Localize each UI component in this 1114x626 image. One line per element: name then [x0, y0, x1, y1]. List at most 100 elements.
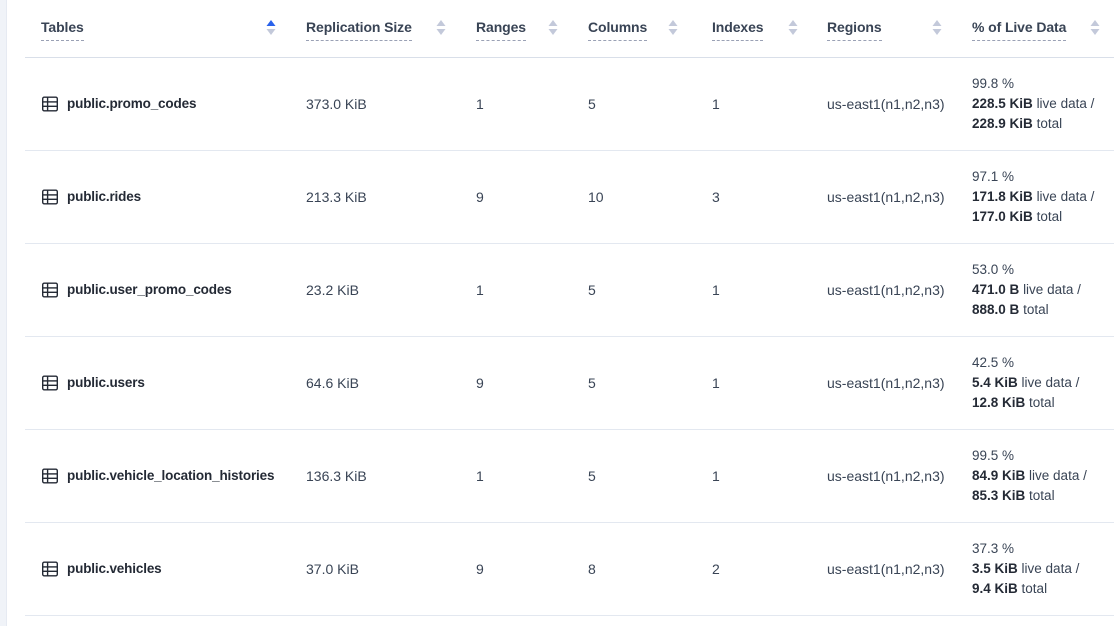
table-row[interactable]: public.vehicle_location_histories 136.3 … — [25, 429, 1114, 523]
table-grid-icon — [41, 374, 59, 392]
sort-arrows-icon[interactable] — [932, 19, 942, 41]
total-size-line: 12.8 KiB total — [972, 394, 1055, 410]
table-name-link[interactable]: public.users — [67, 375, 145, 390]
indexes-cell: 1 — [692, 429, 812, 523]
regions-cell: us-east1(n1,n2,n3) — [812, 57, 956, 151]
live-data-cell: 97.1 % 171.8 KiB live data / 177.0 KiB t… — [956, 150, 1114, 244]
column-header-indexes[interactable]: Indexes — [692, 10, 812, 58]
table-name-cell: public.user_promo_codes — [25, 243, 290, 337]
column-header-ranges[interactable]: Ranges — [460, 10, 572, 58]
columns-cell: 10 — [572, 150, 692, 244]
live-data-size-line: 5.4 KiB live data / — [972, 374, 1080, 390]
replication-size-cell: 64.6 KiB — [290, 336, 460, 430]
table-row[interactable]: public.user_promo_codes 23.2 KiB 1 5 1 u… — [25, 243, 1114, 337]
table-name-link[interactable]: public.rides — [67, 189, 141, 204]
replication-size-cell: 136.3 KiB — [290, 429, 460, 523]
live-data-cell: 99.5 % 84.9 KiB live data / 85.3 KiB tot… — [956, 429, 1114, 523]
table-row[interactable]: public.users 64.6 KiB 9 5 1 us-east1(n1,… — [25, 336, 1114, 430]
live-data-size-line: 84.9 KiB live data / — [972, 467, 1087, 483]
live-data-cell: 99.8 % 228.5 KiB live data / 228.9 KiB t… — [956, 57, 1114, 151]
indexes-cell: 1 — [692, 57, 812, 151]
table-grid-icon — [41, 560, 59, 578]
live-data-size-line: 3.5 KiB live data / — [972, 560, 1080, 576]
indexes-cell: 1 — [692, 336, 812, 430]
replication-size-cell: 213.3 KiB — [290, 150, 460, 244]
replication-size-cell: 37.0 KiB — [290, 522, 460, 616]
regions-cell: us-east1(n1,n2,n3) — [812, 150, 956, 244]
total-size-line: 177.0 KiB total — [972, 208, 1063, 224]
column-header-tables[interactable]: Tables — [25, 10, 290, 58]
ranges-cell: 1 — [460, 429, 572, 523]
columns-cell: 5 — [572, 57, 692, 151]
sort-arrows-icon[interactable] — [266, 19, 276, 41]
ranges-cell: 9 — [460, 150, 572, 244]
replication-size-cell: 373.0 KiB — [290, 57, 460, 151]
table-grid-icon — [41, 467, 59, 485]
table-name-link[interactable]: public.promo_codes — [67, 96, 197, 111]
sort-arrows-icon[interactable] — [548, 19, 558, 41]
indexes-cell: 2 — [692, 522, 812, 616]
table-header: Tables Replication Size Ranges — [25, 10, 1114, 58]
column-header-label: Regions — [827, 19, 882, 42]
table-row[interactable]: public.rides 213.3 KiB 9 10 3 us-east1(n… — [25, 150, 1114, 244]
live-data-cell: 37.3 % 3.5 KiB live data / 9.4 KiB total — [956, 522, 1114, 616]
regions-cell: us-east1(n1,n2,n3) — [812, 243, 956, 337]
regions-cell: us-east1(n1,n2,n3) — [812, 522, 956, 616]
column-header-regions[interactable]: Regions — [812, 10, 956, 58]
column-header--of-live-data[interactable]: % of Live Data — [956, 10, 1114, 58]
table-header-row: Tables Replication Size Ranges — [25, 10, 1114, 58]
sort-arrows-icon[interactable] — [788, 19, 798, 41]
column-header-replication-size[interactable]: Replication Size — [290, 10, 460, 58]
indexes-cell: 3 — [692, 150, 812, 244]
ranges-cell: 9 — [460, 522, 572, 616]
table-name-cell: public.vehicles — [25, 522, 290, 616]
table-grid-icon — [41, 95, 59, 113]
live-data-percent: 53.0 % — [972, 261, 1015, 277]
column-header-label: Columns — [588, 19, 647, 42]
live-data-percent: 99.8 % — [972, 75, 1015, 91]
table-grid-icon — [41, 188, 59, 206]
table-name-link[interactable]: public.user_promo_codes — [67, 282, 232, 297]
table-name-cell: public.users — [25, 336, 290, 430]
live-data-percent: 97.1 % — [972, 168, 1015, 184]
ranges-cell: 9 — [460, 336, 572, 430]
regions-cell: us-east1(n1,n2,n3) — [812, 429, 956, 523]
regions-cell: us-east1(n1,n2,n3) — [812, 336, 956, 430]
table-name-cell: public.promo_codes — [25, 57, 290, 151]
table-row[interactable]: public.vehicles 37.0 KiB 9 8 2 us-east1(… — [25, 522, 1114, 616]
ranges-cell: 1 — [460, 57, 572, 151]
columns-cell: 8 — [572, 522, 692, 616]
column-header-label: Tables — [41, 19, 84, 42]
database-tables-table: Tables Replication Size Ranges — [25, 10, 1114, 616]
column-header-label: Ranges — [476, 19, 526, 42]
live-data-size-line: 471.0 B live data / — [972, 281, 1081, 297]
columns-cell: 5 — [572, 429, 692, 523]
replication-size-cell: 23.2 KiB — [290, 243, 460, 337]
sort-arrows-icon[interactable] — [668, 19, 678, 41]
table-name-cell: public.rides — [25, 150, 290, 244]
sort-arrows-icon[interactable] — [1090, 19, 1100, 41]
table-name-cell: public.vehicle_location_histories — [25, 429, 290, 523]
ranges-cell: 1 — [460, 243, 572, 337]
indexes-cell: 1 — [692, 243, 812, 337]
total-size-line: 888.0 B total — [972, 301, 1049, 317]
live-data-percent: 37.3 % — [972, 540, 1015, 556]
total-size-line: 228.9 KiB total — [972, 115, 1063, 131]
sort-arrows-icon[interactable] — [436, 19, 446, 41]
live-data-cell: 42.5 % 5.4 KiB live data / 12.8 KiB tota… — [956, 336, 1114, 430]
column-header-columns[interactable]: Columns — [572, 10, 692, 58]
columns-cell: 5 — [572, 336, 692, 430]
table-name-link[interactable]: public.vehicles — [67, 561, 162, 576]
column-header-label: Replication Size — [306, 19, 412, 42]
live-data-size-line: 171.8 KiB live data / — [972, 188, 1095, 204]
columns-cell: 5 — [572, 243, 692, 337]
live-data-percent: 42.5 % — [972, 354, 1015, 370]
table-row[interactable]: public.promo_codes 373.0 KiB 1 5 1 us-ea… — [25, 57, 1114, 151]
page-left-gutter — [0, 0, 7, 626]
tables-list-panel: Tables Replication Size Ranges — [25, 10, 1114, 616]
total-size-line: 85.3 KiB total — [972, 487, 1055, 503]
table-name-link[interactable]: public.vehicle_location_histories — [67, 468, 275, 483]
live-data-size-line: 228.5 KiB live data / — [972, 95, 1095, 111]
total-size-line: 9.4 KiB total — [972, 580, 1048, 596]
column-header-label: Indexes — [712, 19, 764, 42]
